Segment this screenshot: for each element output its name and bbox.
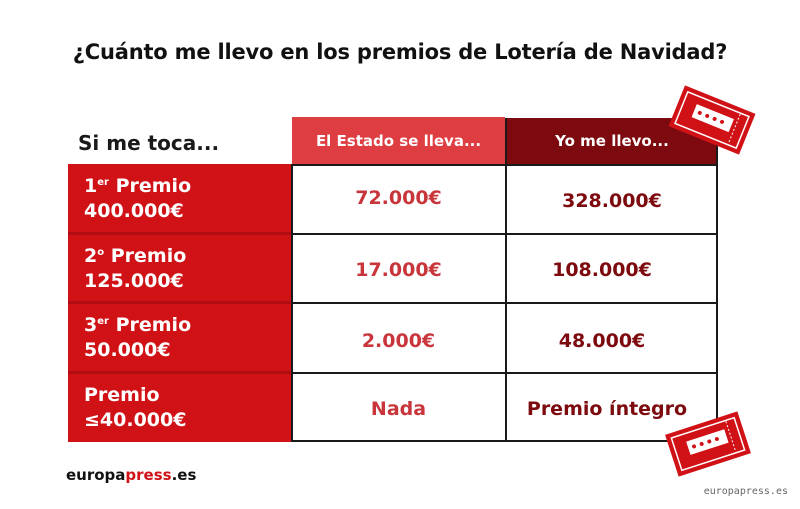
lottery-ticket-icon	[665, 411, 751, 477]
prize-cell-first: 1er Premio 400.000€	[68, 164, 291, 232]
prize-cell-third: 3er Premio 50.000€	[68, 304, 291, 371]
row-divider	[68, 232, 291, 235]
row-divider	[68, 371, 291, 374]
estado-value: 17.000€	[355, 259, 442, 281]
yo-value: 48.000€	[558, 330, 646, 352]
table-border	[291, 302, 718, 304]
prize-cell-fourth: Premio ≤40.000€	[68, 374, 291, 442]
row-divider	[68, 301, 291, 304]
row-header-label: Si me toca...	[78, 131, 220, 155]
yo-value: Premio íntegro	[526, 398, 688, 420]
estado-value: Nada	[370, 398, 427, 420]
table-border	[291, 372, 718, 374]
yo-value: 108.000€	[552, 259, 652, 281]
watermark: europapress.es	[703, 486, 788, 497]
europapress-logo: europapress.es	[66, 466, 197, 484]
table-border	[716, 118, 718, 442]
lottery-ticket-icon	[668, 85, 756, 155]
column-header-estado: El Estado se lleva...	[292, 117, 505, 164]
estado-value: 72.000€	[355, 187, 442, 209]
table-border	[505, 118, 507, 442]
estado-value: 2.000€	[361, 330, 436, 352]
yo-value: 328.000€	[562, 190, 662, 212]
table-border	[291, 440, 718, 442]
page-title: ¿Cuánto me llevo en los premios de Loter…	[72, 40, 728, 64]
table-border	[291, 233, 718, 235]
prize-cell-second: 2o Premio 125.000€	[68, 235, 291, 301]
table-border	[291, 164, 718, 166]
